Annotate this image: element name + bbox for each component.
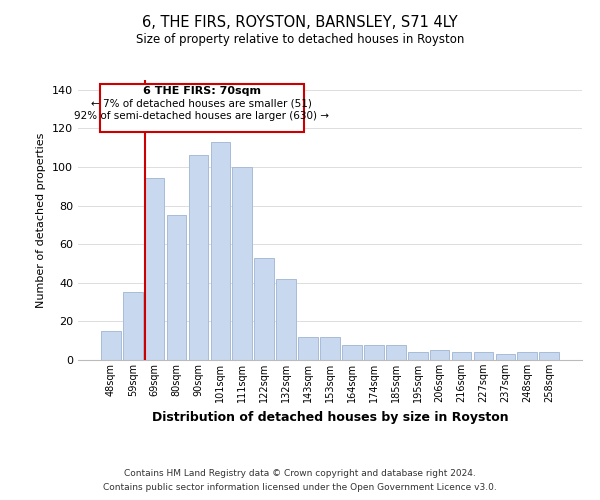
Bar bbox=[342, 344, 362, 360]
Bar bbox=[517, 352, 537, 360]
Bar bbox=[364, 344, 384, 360]
Bar bbox=[276, 279, 296, 360]
Bar bbox=[298, 337, 318, 360]
Bar bbox=[539, 352, 559, 360]
Text: 92% of semi-detached houses are larger (630) →: 92% of semi-detached houses are larger (… bbox=[74, 111, 329, 121]
Bar bbox=[145, 178, 164, 360]
Text: 6 THE FIRS: 70sqm: 6 THE FIRS: 70sqm bbox=[143, 86, 261, 96]
Bar bbox=[408, 352, 428, 360]
Text: Size of property relative to detached houses in Royston: Size of property relative to detached ho… bbox=[136, 32, 464, 46]
Bar bbox=[386, 344, 406, 360]
Bar bbox=[188, 156, 208, 360]
Bar bbox=[232, 167, 252, 360]
Text: 6, THE FIRS, ROYSTON, BARNSLEY, S71 4LY: 6, THE FIRS, ROYSTON, BARNSLEY, S71 4LY bbox=[142, 15, 458, 30]
Bar bbox=[320, 337, 340, 360]
Bar bbox=[496, 354, 515, 360]
Bar bbox=[254, 258, 274, 360]
Bar bbox=[123, 292, 143, 360]
Text: Contains public sector information licensed under the Open Government Licence v3: Contains public sector information licen… bbox=[103, 484, 497, 492]
Bar bbox=[101, 331, 121, 360]
X-axis label: Distribution of detached houses by size in Royston: Distribution of detached houses by size … bbox=[152, 410, 508, 424]
Text: ← 7% of detached houses are smaller (51): ← 7% of detached houses are smaller (51) bbox=[91, 98, 312, 108]
Bar bbox=[473, 352, 493, 360]
Bar bbox=[430, 350, 449, 360]
Bar bbox=[211, 142, 230, 360]
Bar bbox=[167, 215, 187, 360]
FancyBboxPatch shape bbox=[100, 84, 304, 132]
Text: Contains HM Land Registry data © Crown copyright and database right 2024.: Contains HM Land Registry data © Crown c… bbox=[124, 468, 476, 477]
Bar bbox=[452, 352, 472, 360]
Y-axis label: Number of detached properties: Number of detached properties bbox=[37, 132, 46, 308]
